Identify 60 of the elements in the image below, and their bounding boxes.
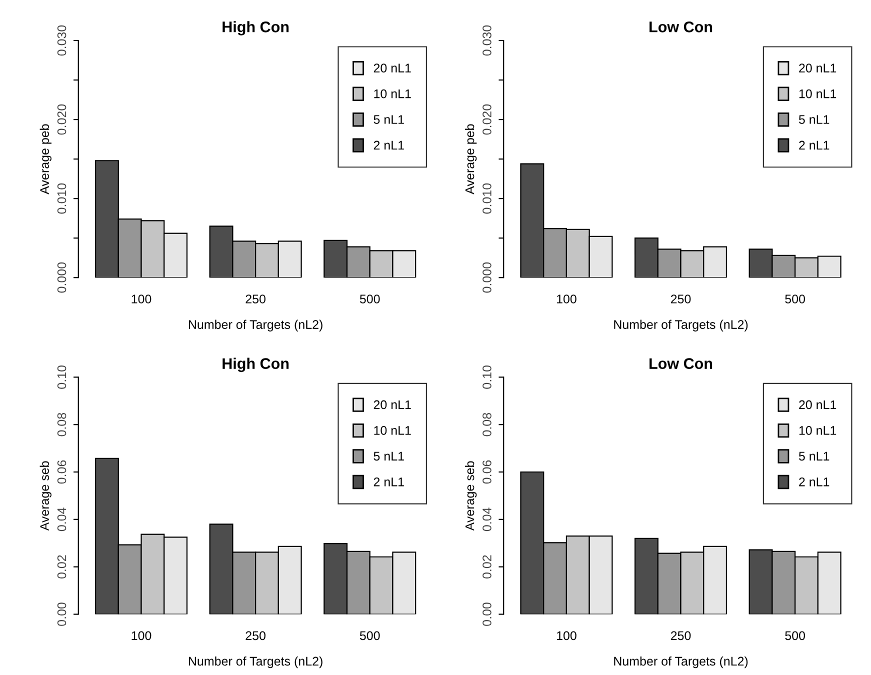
y-tick-label: 0.030 <box>57 25 66 56</box>
y-tick-label: 0.08 <box>482 412 492 436</box>
x-tick-label: 100 <box>132 631 152 640</box>
x-axis-title: Number of Targets (nL2) <box>614 320 748 332</box>
x-axis-title: Number of Targets (nL2) <box>188 320 322 332</box>
x-tick-label: 250 <box>246 294 266 304</box>
y-tick-label: 0.02 <box>482 555 492 579</box>
x-tick-label: 500 <box>785 294 806 304</box>
legend-label: 20 nL1 <box>799 400 836 410</box>
y-tick-label: 0.00 <box>482 602 492 626</box>
y-tick-label: 0.02 <box>57 555 66 579</box>
y-tick-label: 0.030 <box>482 25 492 56</box>
y-tick-label: 0.020 <box>57 104 66 135</box>
x-tick-label: 250 <box>670 631 691 640</box>
y-tick-label: 0.04 <box>57 508 66 532</box>
chart-title: High Con <box>222 358 289 372</box>
y-tick-label: 0.010 <box>482 183 492 214</box>
legend-label: 20 nL1 <box>799 64 836 72</box>
x-tick-label: 500 <box>360 294 380 304</box>
y-tick-label: 0.010 <box>57 183 66 214</box>
y-tick-label: 0.000 <box>482 262 492 293</box>
legend-label: 10 nL1 <box>799 89 836 98</box>
legend-label: 2 nL1 <box>374 477 404 486</box>
x-tick-label: 250 <box>670 294 691 304</box>
legend-label: 20 nL1 <box>374 64 411 72</box>
y-tick-label: 0.08 <box>57 412 66 436</box>
legend-label: 5 nL1 <box>798 452 830 461</box>
legend-label: 5 nL1 <box>374 452 404 461</box>
legend-label: 2 nL1 <box>799 140 830 150</box>
legend-label: 10 nL1 <box>374 89 411 98</box>
legend-label: 10 nL1 <box>374 426 411 435</box>
y-axis-title: Average seb <box>40 461 52 531</box>
x-tick-label: 250 <box>246 631 266 640</box>
y-tick-label: 0.06 <box>57 460 66 484</box>
x-tick-label: 100 <box>556 294 576 304</box>
x-tick-label: 100 <box>556 631 576 640</box>
y-tick-label: 0.000 <box>57 262 66 293</box>
x-axis-title: Number of Targets (nL2) <box>188 656 322 668</box>
y-tick-label: 0.10 <box>482 365 492 389</box>
y-tick-label: 0.10 <box>57 365 66 389</box>
y-axis-title: Average peb <box>465 124 477 194</box>
legend-label: 5 nL1 <box>798 115 830 124</box>
x-axis-title: Number of Targets (nL2) <box>614 656 748 668</box>
y-tick-label: 0.06 <box>482 460 492 484</box>
legend-label: 20 nL1 <box>374 400 411 410</box>
legend-label: 2 nL1 <box>374 140 404 150</box>
chart-title: Low Con <box>650 22 712 32</box>
chart-title: High Con <box>222 21 289 36</box>
legend-label: 10 nL1 <box>799 426 836 435</box>
x-tick-label: 100 <box>132 294 152 304</box>
chart-title: Low Con <box>650 358 712 369</box>
x-tick-label: 500 <box>360 631 380 640</box>
y-axis-title: Average seb <box>465 461 477 531</box>
y-axis-title: Average peb <box>40 124 52 194</box>
x-tick-label: 500 <box>785 631 806 640</box>
y-tick-label: 0.00 <box>57 602 66 626</box>
y-tick-label: 0.04 <box>482 508 492 532</box>
legend-label: 2 nL1 <box>799 477 830 486</box>
legend-label: 5 nL1 <box>374 115 404 124</box>
y-tick-label: 0.020 <box>482 104 492 135</box>
